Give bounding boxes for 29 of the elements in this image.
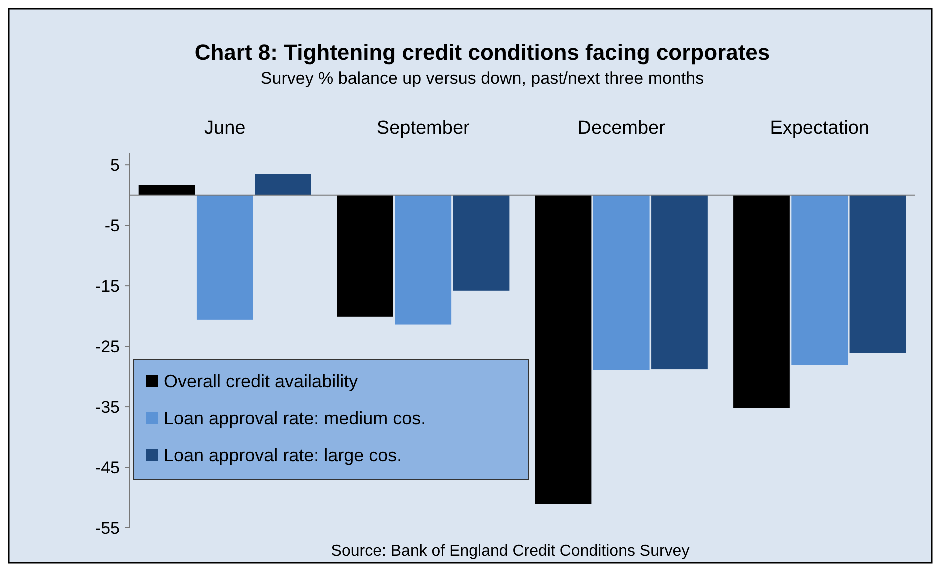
x-tick-label: June	[204, 118, 246, 139]
legend-label: Overall credit availability	[164, 371, 358, 392]
y-tick-label: -25	[95, 338, 120, 356]
chart-subtitle: Survey % balance up versus down, past/next three months	[260, 69, 704, 88]
x-tick-label: September	[376, 118, 471, 139]
bar	[652, 195, 708, 370]
bar	[453, 195, 510, 291]
y-tick-label: -15	[95, 277, 120, 296]
x-tick-label: December	[578, 118, 666, 139]
y-tick-label: -5	[104, 216, 120, 236]
bar	[395, 195, 452, 325]
bar	[593, 195, 650, 370]
legend-label: Loan approval rate: large cos.	[164, 445, 402, 466]
bar	[850, 195, 906, 354]
bar	[196, 195, 254, 320]
y-tick-label: 5	[110, 156, 120, 176]
bar	[734, 195, 790, 408]
bar	[255, 174, 312, 196]
bar	[337, 195, 394, 317]
y-tick-label: -55	[95, 518, 120, 538]
legend-label: Loan approval rate: medium cos.	[164, 408, 426, 428]
source-note: Source: Bank of England Credit Conditions Survey	[331, 543, 690, 560]
x-tick-label: Expectation	[770, 118, 870, 139]
bar	[138, 185, 196, 196]
chart-title: Chart 8: Tightening credit conditions facing corporates	[194, 40, 770, 65]
y-tick-label: -45	[95, 458, 120, 478]
y-tick-label: -35	[95, 398, 120, 417]
bar	[535, 195, 592, 504]
bar	[792, 195, 848, 366]
